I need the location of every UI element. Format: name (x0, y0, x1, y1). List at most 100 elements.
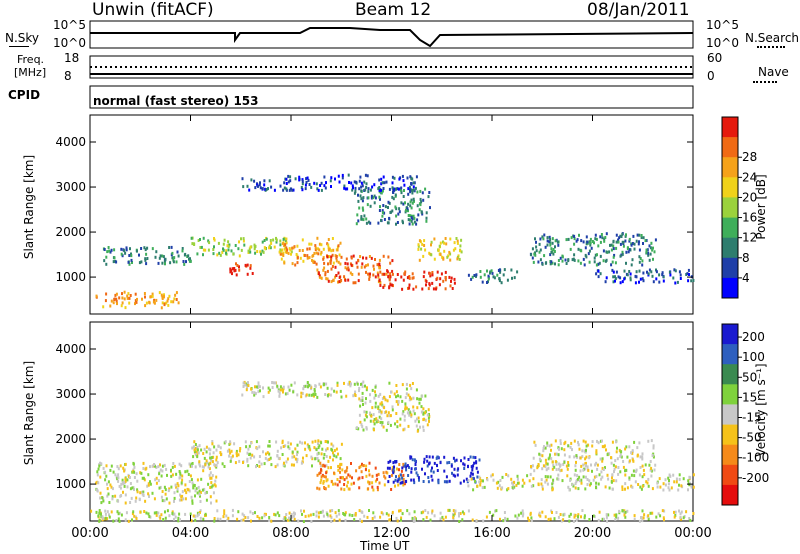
velocity-cell (184, 483, 187, 487)
velocity-cell (285, 513, 288, 516)
velocity-cell (359, 398, 362, 402)
velocity-cell (313, 389, 316, 393)
velocity-cell (448, 479, 451, 483)
velocity-cell (379, 402, 382, 406)
power-cell (105, 262, 108, 266)
velocity-cell (542, 446, 545, 450)
velocity-cell (391, 405, 394, 409)
velocity-cell (122, 466, 125, 470)
power-cell (312, 260, 315, 264)
power-cell (269, 239, 272, 242)
velocity-cell (403, 418, 406, 422)
velocity-cell (472, 488, 475, 492)
velocity-cell (285, 460, 288, 464)
velocity-cell (334, 482, 337, 486)
velocity-cell (595, 449, 598, 453)
power-cell (636, 233, 639, 237)
power-cell (599, 272, 602, 276)
power-cell (412, 181, 415, 185)
power-cell (301, 188, 304, 192)
velocity-cell (358, 476, 361, 480)
power-cell (268, 246, 271, 250)
power-cell (491, 271, 494, 275)
velocity-cell (614, 459, 617, 463)
power-cell (167, 297, 170, 301)
power-cell (235, 273, 238, 277)
velocity-cell (416, 397, 419, 401)
power-cell (306, 247, 309, 251)
velocity-cell (203, 456, 206, 460)
power-cell (409, 218, 411, 222)
velocity-cell (404, 462, 407, 466)
velocity-cell (351, 514, 354, 517)
velocity-cell (233, 442, 236, 446)
velocity-cell (371, 474, 374, 478)
velocity-cell (624, 510, 627, 514)
power-cell (172, 258, 175, 262)
velocity-cell (320, 452, 323, 456)
power-cell (688, 273, 690, 276)
velocity-cell (220, 453, 222, 457)
velocity-cell (573, 515, 576, 519)
velocity-cell (692, 512, 695, 515)
power-cell (259, 250, 262, 254)
velocity-cell (470, 465, 473, 469)
power-cell (549, 243, 552, 247)
velocity-cell (436, 469, 439, 472)
velocity-cell (424, 472, 426, 476)
velocity-cell (422, 411, 425, 415)
velocity-cell (538, 513, 541, 517)
velocity-cell (164, 492, 167, 496)
power-cell (347, 268, 350, 272)
power-cell (449, 284, 452, 288)
velocity-cell (639, 485, 642, 489)
power-cell (247, 249, 250, 253)
colorbar-tick-label: 4 (742, 271, 750, 285)
power-cell (168, 246, 171, 249)
ytick-label: 2000 (55, 225, 86, 239)
velocity-cell (111, 497, 114, 501)
power-cell (155, 250, 158, 254)
velocity-cell (664, 483, 667, 487)
velocity-cell (405, 468, 408, 472)
velocity-cell (203, 447, 206, 451)
power-cell (367, 263, 369, 267)
power-cell (320, 188, 323, 192)
velocity-cell (197, 512, 200, 516)
velocity-cell (467, 464, 469, 468)
velocity-cell (124, 493, 127, 497)
velocity-cell (140, 490, 143, 494)
power-cell (613, 253, 616, 257)
velocity-cell (191, 462, 194, 465)
velocity-cell (366, 386, 368, 390)
power-cell (433, 257, 436, 261)
velocity-cell (667, 482, 670, 486)
power-cell (257, 184, 259, 188)
power-cell (280, 257, 283, 261)
velocity-cell (388, 466, 391, 470)
power-cell (621, 280, 624, 284)
velocity-cell (121, 478, 124, 482)
velocity-cell (616, 457, 619, 461)
velocity-cell (170, 474, 173, 478)
power-cell (645, 248, 648, 252)
ytick-label: 1000 (55, 270, 86, 284)
velocity-cell (633, 440, 636, 444)
velocity-cell (163, 485, 166, 489)
power-cell (575, 239, 578, 243)
velocity-cell (147, 483, 150, 487)
power-cell (359, 194, 362, 198)
velocity-cell (570, 441, 573, 445)
velocity-cell (688, 517, 691, 520)
velocity-cell (327, 440, 329, 444)
velocity-cell (355, 426, 358, 430)
power-cell (567, 258, 570, 262)
velocity-cell (485, 515, 488, 519)
colorbar-segment (722, 237, 738, 259)
power-cell (610, 248, 613, 252)
velocity-cell (179, 475, 182, 479)
velocity-cell (594, 463, 597, 467)
power-cell (608, 250, 611, 254)
velocity-cell (330, 442, 333, 446)
velocity-cell (599, 457, 602, 461)
